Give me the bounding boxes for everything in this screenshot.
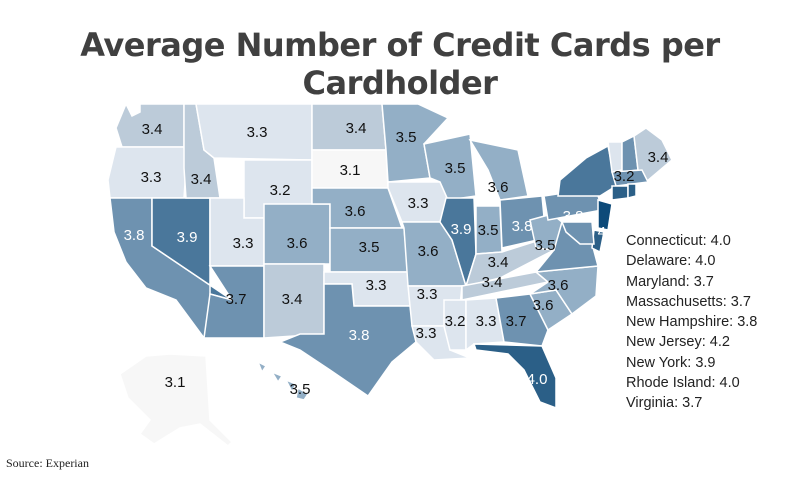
legend-item: Connecticut: 4.0	[626, 233, 731, 249]
small-states-legend: Connecticut: 4.0 Delaware: 4.0 Maryland:…	[626, 231, 757, 414]
value-label-nc: 3.6	[548, 277, 569, 294]
value-label-co: 3.6	[287, 235, 308, 252]
legend-item: Massachusetts: 3.7	[626, 293, 751, 310]
value-label-nm: 3.4	[282, 291, 303, 308]
value-label-tn: 3.4	[482, 274, 503, 291]
value-label-sc: 3.6	[533, 297, 554, 314]
value-label-az: 3.7	[226, 291, 247, 308]
value-label-mi: 3.6	[488, 179, 509, 196]
state-fl	[472, 343, 557, 410]
legend-item: New York: 3.9	[626, 354, 716, 371]
state-hi	[256, 360, 310, 401]
value-label-wa: 3.4	[142, 121, 163, 138]
value-label-tx: 3.8	[349, 327, 370, 344]
value-label-sd: 3.1	[340, 162, 361, 179]
value-label-ne: 3.6	[345, 203, 366, 220]
state-al	[465, 297, 505, 352]
source-note: Source: Experian	[6, 456, 89, 470]
state-ma	[611, 169, 650, 187]
map-title: Average Number of Credit Cards per Cardh…	[80, 26, 720, 102]
value-label-ky: 3.4	[488, 254, 509, 271]
value-label-mt: 3.3	[247, 124, 268, 141]
state-nc	[529, 265, 599, 316]
value-label-ok: 3.3	[366, 277, 387, 294]
value-label-ms: 3.2	[445, 313, 466, 330]
value-label-nj: 4.2	[598, 224, 619, 241]
value-label-la: 3.3	[416, 325, 437, 342]
state-md	[560, 221, 595, 245]
state-ms	[443, 299, 467, 351]
value-label-al: 3.3	[476, 313, 497, 330]
value-label-oh: 3.8	[512, 218, 533, 235]
state-ri	[627, 183, 637, 199]
value-label-or: 3.3	[141, 169, 162, 186]
state-ga	[495, 293, 549, 347]
state-shapes	[107, 102, 673, 448]
state-nj	[597, 199, 613, 231]
value-label-pa: 3.8	[563, 208, 584, 225]
legend-item: Virginia: 3.7	[626, 395, 703, 412]
value-label-ut: 3.3	[233, 235, 254, 252]
value-label-in: 3.5	[478, 222, 499, 239]
value-label-hi: 3.5	[290, 381, 311, 398]
value-label-ak: 3.1	[165, 374, 186, 391]
value-label-mn: 3.5	[396, 129, 417, 146]
value-label-wy: 3.2	[270, 182, 291, 199]
value-label-ga: 3.7	[506, 313, 527, 330]
state-value-labels: 3.4 3.3 3.8 3.9 3.4 3.3 3.2 3.3 3.7 3.6 …	[124, 120, 669, 398]
state-ak	[119, 353, 234, 448]
value-label-ca: 3.8	[124, 227, 145, 244]
legend-item: Rhode Island: 4.0	[626, 375, 740, 392]
value-label-fl: 4.0	[527, 371, 548, 388]
value-label-id: 3.4	[191, 171, 212, 188]
state-ny	[557, 144, 617, 197]
value-label-nd: 3.4	[346, 120, 367, 137]
value-label-vt: 3.2	[614, 168, 635, 185]
value-label-nv: 3.9	[177, 229, 198, 246]
legend-item: New Jersey: 4.2	[626, 334, 730, 351]
value-label-ia: 3.3	[408, 195, 429, 212]
value-label-il: 3.9	[451, 221, 472, 238]
value-label-ct: 4.0	[623, 198, 644, 215]
value-label-ks: 3.5	[359, 239, 380, 256]
value-label-me: 3.4	[648, 149, 669, 166]
value-label-mo: 3.6	[418, 243, 439, 260]
value-label-wi: 3.5	[445, 160, 466, 177]
legend-item: Maryland: 3.7	[626, 273, 714, 290]
state-mt	[195, 103, 313, 161]
legend-item: Delaware: 4.0	[626, 253, 716, 270]
legend-item: New Hampshire: 3.8	[626, 314, 758, 331]
value-label-wv: 3.5	[535, 237, 556, 254]
value-label-ar: 3.3	[417, 286, 438, 303]
state-tx	[277, 283, 417, 398]
